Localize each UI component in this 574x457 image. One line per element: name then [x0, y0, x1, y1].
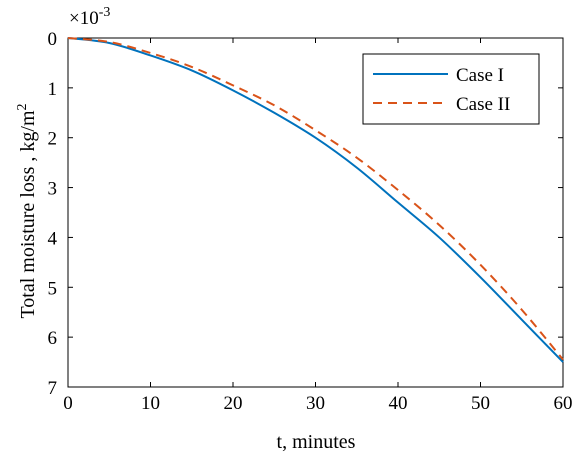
- y-tick-label: 6: [48, 328, 58, 349]
- y-axis-exponent: ×10-3: [69, 5, 110, 29]
- series-line-2: [67, 37, 564, 361]
- y-axis-label-text: Total moisture loss , kg/m: [17, 110, 39, 318]
- x-axis: 0 10 20 30 40 50 60: [63, 38, 573, 414]
- series-layer: [67, 37, 564, 363]
- x-tick-label: 20: [224, 393, 243, 414]
- x-tick-label: 0: [63, 393, 73, 414]
- x-tick-label: 60: [554, 393, 573, 414]
- x-tick-label: 10: [141, 393, 160, 414]
- y-axis-label-sup: 2: [15, 103, 30, 110]
- y-tick-label: 3: [48, 179, 58, 200]
- x-tick-label: 30: [306, 393, 325, 414]
- x-tick-label: 50: [471, 393, 490, 414]
- y-tick-label: 7: [48, 378, 58, 399]
- legend: Case I Case II: [362, 53, 540, 125]
- y-tick-label: 0: [48, 29, 58, 50]
- series-line-1: [67, 37, 564, 363]
- y-tick-label: 5: [48, 278, 58, 299]
- y-tick-label: 2: [48, 129, 58, 150]
- y-axis-label: Total moisture loss , kg/m2: [15, 103, 39, 318]
- y-axis: 0 1 2 3 4 5 6 7: [48, 29, 563, 399]
- legend-label-2: Case II: [456, 94, 510, 115]
- y-axis-label-group: Total moisture loss , kg/m2: [15, 103, 39, 318]
- y-tick-label: 1: [48, 79, 58, 100]
- x-tick-label: 40: [389, 393, 408, 414]
- y-tick-label: 4: [48, 228, 58, 249]
- exponent-power: -3: [99, 5, 111, 20]
- svg-text:×10-3: ×10-3: [69, 5, 110, 29]
- x-axis-label: t, minutes: [277, 431, 356, 453]
- legend-box: [362, 53, 540, 125]
- exponent-base: ×10: [69, 8, 99, 29]
- legend-label-1: Case I: [456, 65, 504, 86]
